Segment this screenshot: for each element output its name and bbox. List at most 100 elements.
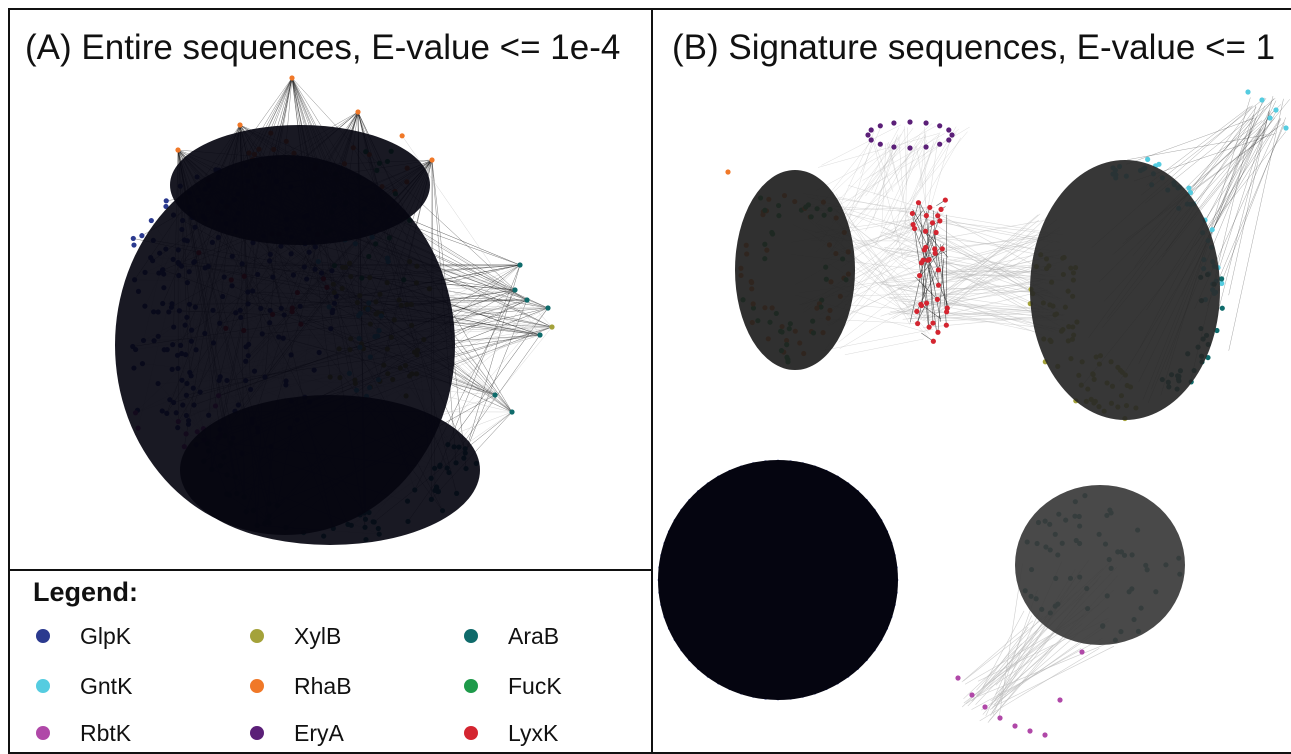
panel-b-right-cluster: [1030, 160, 1220, 420]
legend-label-erya: EryA: [294, 720, 344, 747]
lyxk-node: [917, 273, 922, 278]
panel-a-lower-cluster: [180, 395, 480, 545]
lyxk-node: [938, 207, 943, 212]
arab-node: [1220, 306, 1225, 311]
panel-b-rhab-fuck-cluster: [735, 170, 855, 370]
gntk-node: [1219, 281, 1224, 286]
erya-node: [865, 132, 870, 137]
glpk-node: [164, 198, 169, 203]
erya-node: [923, 144, 928, 149]
lyxk-node: [940, 246, 945, 251]
rbtk-node: [1042, 732, 1047, 737]
erya-node: [878, 142, 883, 147]
network-edge: [931, 218, 1038, 252]
erya-node: [891, 144, 896, 149]
rbtk-node: [982, 704, 987, 709]
legend-title: Legend:: [33, 577, 138, 608]
legend-item-xylb: XylB: [250, 621, 341, 651]
glpk-node: [131, 242, 136, 247]
arab-node: [512, 287, 517, 292]
lyxk-node: [931, 339, 936, 344]
network-edge: [1126, 118, 1254, 164]
arab-node: [509, 409, 514, 414]
lyxk-node: [936, 267, 941, 272]
network-edge: [845, 339, 924, 355]
panel-a-upper-cluster: [170, 125, 430, 245]
legend-label-rhab: RhaB: [294, 673, 352, 700]
legend-item-erya: EryA: [250, 718, 344, 748]
arab-node: [492, 392, 497, 397]
lyxk-node: [944, 323, 949, 328]
lyxk-node: [944, 309, 949, 314]
erya-node: [869, 137, 874, 142]
rhab-node: [725, 169, 730, 174]
erya-node: [949, 132, 954, 137]
rhab-node: [355, 109, 360, 114]
lyxk-node: [916, 200, 921, 205]
erya-node: [878, 123, 883, 128]
lyxk-node: [918, 302, 923, 307]
network-edge: [848, 185, 941, 214]
lyxk-node: [933, 230, 938, 235]
panel-b-arab-cluster: [1015, 485, 1185, 645]
lyxk-node: [924, 300, 929, 305]
glpk-node: [131, 236, 136, 241]
network-edge: [837, 147, 900, 224]
lyxk-node: [933, 251, 938, 256]
network-edge: [1214, 112, 1270, 285]
network-edge: [976, 616, 1042, 690]
rbtk-node: [955, 675, 960, 680]
erya-node: [937, 123, 942, 128]
erya-color-dot: [250, 726, 264, 740]
gntk-node: [1283, 125, 1288, 130]
legend-item-arab: AraB: [464, 621, 559, 651]
lyxk-node: [930, 220, 935, 225]
lyxk-node: [943, 197, 948, 202]
gntk-node: [1259, 97, 1264, 102]
legend-label-xylb: XylB: [294, 623, 341, 650]
rhab-node: [237, 122, 242, 127]
legend-label-lyxk: LyxK: [508, 720, 558, 747]
gntk-node: [1145, 157, 1150, 162]
gntk-node: [1245, 89, 1250, 94]
glpk-node: [149, 218, 154, 223]
legend-label-glpk: GlpK: [80, 623, 131, 650]
lyxk-color-dot: [464, 726, 478, 740]
rhab-node: [429, 157, 434, 162]
erya-node: [946, 127, 951, 132]
rbtk-node: [1057, 697, 1062, 702]
gntk-node: [1273, 107, 1278, 112]
arab-node: [524, 297, 529, 302]
erya-node: [923, 120, 928, 125]
network-edge: [873, 137, 896, 219]
lyxk-node: [937, 218, 942, 223]
lyxk-node: [922, 247, 927, 252]
legend-label-arab: AraB: [508, 623, 559, 650]
xylb-color-dot: [250, 629, 264, 643]
lyxk-node: [935, 297, 940, 302]
lyxk-node: [914, 309, 919, 314]
erya-node: [869, 127, 874, 132]
fuck-color-dot: [464, 679, 478, 693]
arab-node: [537, 332, 542, 337]
lyxk-node: [919, 260, 924, 265]
gntk-node: [1186, 185, 1191, 190]
legend-item-glpk: GlpK: [36, 621, 131, 651]
erya-node: [937, 142, 942, 147]
rbtk-node: [1079, 649, 1084, 654]
arab-node: [517, 262, 522, 267]
panel-b-glpk-cluster: [658, 460, 898, 700]
rbtk-color-dot: [36, 726, 50, 740]
lyxk-node: [936, 283, 941, 288]
lyxk-node: [935, 213, 940, 218]
arab-color-dot: [464, 629, 478, 643]
xylb-node: [549, 324, 554, 329]
lyxk-node: [927, 205, 932, 210]
legend-label-fuck: FucK: [508, 673, 562, 700]
network-edge: [845, 305, 914, 310]
lyxk-node: [924, 213, 929, 218]
lyxk-node: [910, 222, 915, 227]
rhab-node: [400, 133, 405, 138]
legend-item-fuck: FucK: [464, 671, 562, 701]
